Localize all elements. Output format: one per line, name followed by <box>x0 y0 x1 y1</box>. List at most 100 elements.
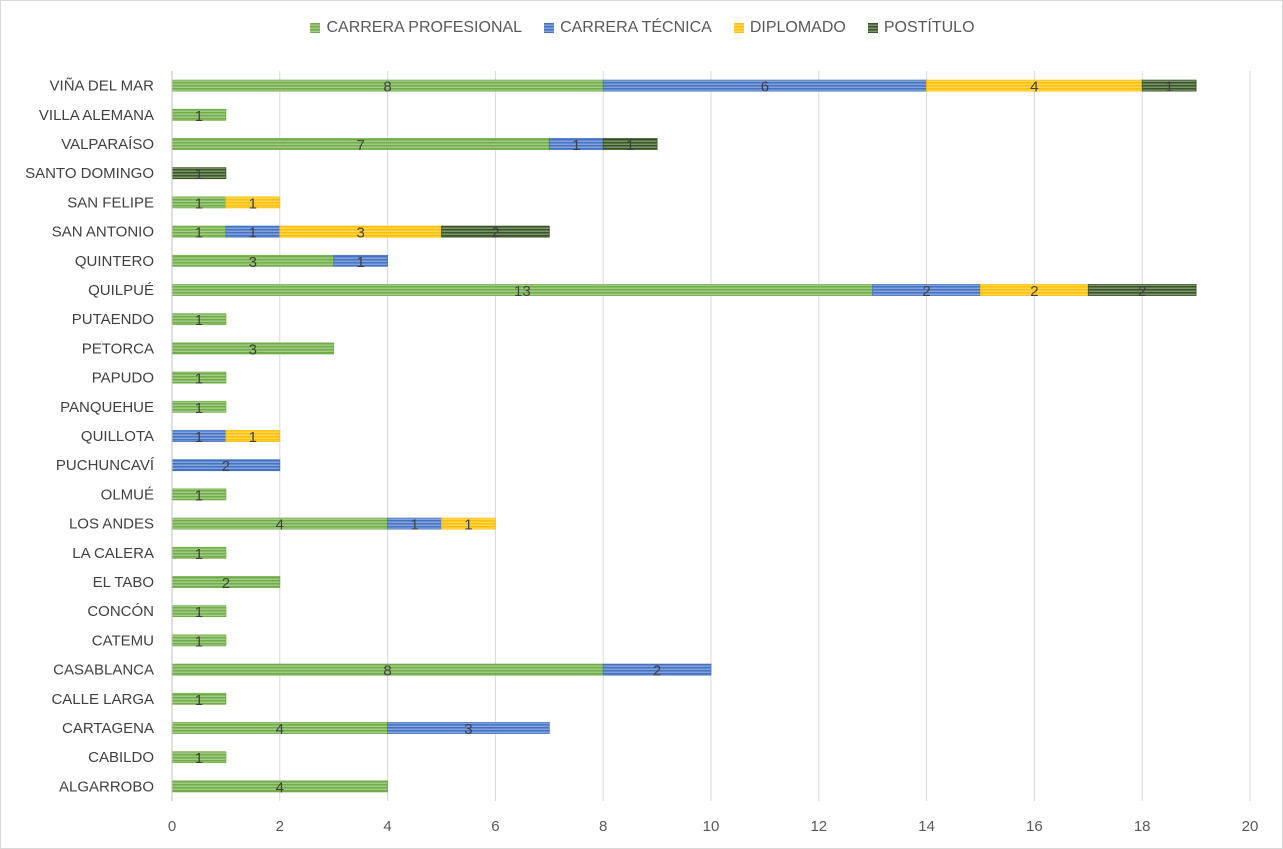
legend: CARRERA PROFESIONAL CARRERA TÉCNICA DIPLOM… <box>1 19 1283 37</box>
bars-layer <box>171 79 1197 793</box>
data-label: 1 <box>195 195 203 212</box>
x-tick-label: 0 <box>168 818 176 835</box>
legend-swatch <box>544 23 555 33</box>
data-label: 4 <box>1030 79 1038 96</box>
legend-swatch <box>867 23 878 33</box>
data-label: 1 <box>249 429 257 446</box>
legend-label: POSTÍTULO <box>883 19 975 36</box>
x-tick-label: 10 <box>703 818 720 835</box>
category-label: CASABLANCA <box>53 662 154 679</box>
bar-segment <box>1087 284 1197 296</box>
category-label: CALLE LARGA <box>51 691 154 708</box>
data-label: 1 <box>249 195 257 212</box>
x-tick-label: 16 <box>1026 818 1043 835</box>
category-label: PAPUDO <box>92 370 154 387</box>
data-label: 6 <box>761 79 769 96</box>
data-label: 2 <box>1030 283 1038 300</box>
data-label: 1 <box>195 429 203 446</box>
category-label: LA CALERA <box>72 545 154 562</box>
legend-item: DIPLOMADO <box>733 19 846 37</box>
bar-segment <box>225 430 281 442</box>
category-label: QUINTERO <box>75 253 154 270</box>
data-label: 4 <box>276 721 284 738</box>
legend-item: CARRERA TÉCNICA <box>544 19 712 37</box>
category-label: SANTO DOMINGO <box>25 165 154 182</box>
category-label: ALGARROBO <box>59 778 154 795</box>
data-label: 1 <box>195 604 203 621</box>
legend-label: CARRERA PROFESIONAL <box>326 19 523 36</box>
x-tick-label: 14 <box>918 818 935 835</box>
data-label: 3 <box>356 225 364 242</box>
category-label: PETORCA <box>82 340 154 357</box>
legend-item: CARRERA PROFESIONAL <box>310 19 522 37</box>
category-label: VILLA ALEMANA <box>39 107 154 124</box>
category-label: CABILDO <box>88 749 154 766</box>
bar-segment <box>333 254 389 267</box>
category-label: SAN ANTONIO <box>52 224 154 241</box>
data-label: 2 <box>922 283 930 300</box>
data-label: 2 <box>222 575 230 592</box>
category-label: PUTAENDO <box>72 311 154 328</box>
data-label: 3 <box>249 254 257 271</box>
bar-segment <box>387 722 550 734</box>
data-label: 1 <box>410 517 418 534</box>
category-label: LOS ANDES <box>69 516 154 533</box>
category-label: VALPARAÍSO <box>61 136 154 153</box>
category-label: CARTAGENA <box>62 720 154 737</box>
category-label: PANQUEHUE <box>60 399 154 416</box>
bar-segment <box>441 225 550 238</box>
data-label: 1 <box>195 225 203 242</box>
data-label: 4 <box>276 517 284 534</box>
x-tick-label: 20 <box>1242 818 1259 835</box>
category-label: QUILLOTA <box>81 428 154 445</box>
data-label: 7 <box>356 137 364 154</box>
legend-label: CARRERA TÉCNICA <box>560 19 712 36</box>
data-label: 1 <box>195 633 203 650</box>
legend-swatch <box>310 23 321 33</box>
data-label: 2 <box>491 225 499 242</box>
data-label: 13 <box>514 283 531 300</box>
data-label: 1 <box>195 546 203 563</box>
data-label: 1 <box>195 400 203 417</box>
data-label: 1 <box>464 517 472 534</box>
legend-label: DIPLOMADO <box>749 19 846 36</box>
category-label: OLMUÉ <box>101 486 154 503</box>
bar-segment <box>441 517 496 530</box>
data-label: 3 <box>249 341 257 358</box>
bar-segment <box>1141 79 1197 92</box>
x-tick-label: 4 <box>383 818 391 835</box>
bar-segment <box>225 196 281 209</box>
legend-swatch <box>733 23 744 33</box>
data-label: 1 <box>1165 79 1173 96</box>
category-label: EL TABO <box>93 574 154 591</box>
x-tick-label: 18 <box>1134 818 1151 835</box>
category-label: CATEMU <box>92 632 154 649</box>
category-label: VIÑA DEL MAR <box>50 78 155 95</box>
data-label: 4 <box>276 779 284 796</box>
data-label: 1 <box>195 166 203 183</box>
x-tick-label: 8 <box>599 818 607 835</box>
data-label: 1 <box>195 750 203 767</box>
data-label: 1 <box>195 692 203 709</box>
data-label: 1 <box>626 137 634 154</box>
data-label: 2 <box>222 458 230 475</box>
data-label: 1 <box>195 487 203 504</box>
data-label: 1 <box>356 254 364 271</box>
bar-segment <box>602 663 712 676</box>
grid-layer <box>279 71 1251 801</box>
x-tick-label: 2 <box>276 818 284 835</box>
x-tick-label: 6 <box>491 818 499 835</box>
data-label: 8 <box>383 663 391 680</box>
data-label: 1 <box>195 312 203 329</box>
legend-item: POSTÍTULO <box>867 19 975 37</box>
category-label: PUCHUNCAVÍ <box>56 457 155 474</box>
data-label: 1 <box>195 371 203 388</box>
data-label: 2 <box>653 663 661 680</box>
data-label: 1 <box>572 137 580 154</box>
data-label: 2 <box>1138 283 1146 300</box>
category-label: CONCÓN <box>87 603 154 620</box>
